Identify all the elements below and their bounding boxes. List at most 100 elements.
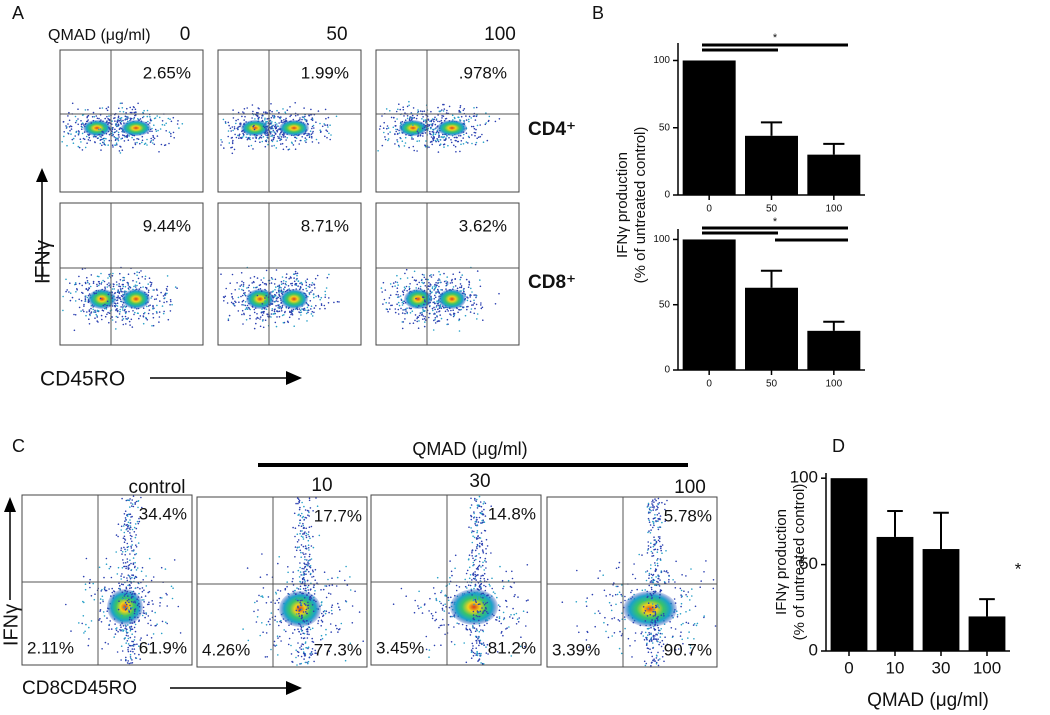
density-dot [264, 307, 266, 309]
density-dot [94, 135, 96, 138]
density-dot [111, 120, 113, 122]
density-dot [116, 310, 119, 313]
density-dot [119, 624, 122, 626]
density-dot [74, 135, 76, 137]
density-dot [96, 316, 99, 318]
density-dot [479, 285, 482, 288]
density-dot [256, 277, 259, 279]
density-dot [278, 111, 280, 114]
density-dot [387, 133, 390, 135]
arrow-head [36, 168, 48, 182]
density-dot [242, 111, 244, 113]
density-dot [244, 301, 247, 303]
density-dot [475, 519, 478, 521]
density-dot [249, 314, 251, 317]
density-dot [321, 601, 323, 603]
density-dot [301, 614, 303, 617]
density-dot [294, 527, 297, 529]
density-dot [239, 285, 241, 287]
density-dot [131, 593, 133, 596]
density-dot [144, 286, 147, 289]
density-dot [295, 649, 298, 651]
density-dot [101, 134, 104, 136]
density-dot [408, 287, 411, 290]
density-dot [299, 562, 301, 564]
density-dot [362, 640, 365, 642]
density-dot [423, 303, 425, 306]
density-dot [306, 594, 309, 596]
density-dot [103, 137, 106, 140]
density-dot [84, 109, 87, 111]
density-dot [428, 146, 430, 148]
density-dot [133, 577, 136, 580]
density-dot [121, 567, 124, 569]
density-dot [307, 589, 310, 591]
density-dot [276, 635, 279, 637]
y-tick-label: 50 [659, 299, 671, 310]
density-dot [160, 291, 162, 294]
density-dot [269, 623, 271, 626]
density-dot [251, 104, 254, 106]
density-dot [442, 110, 445, 112]
density-dot [227, 318, 230, 320]
density-dot [100, 136, 102, 138]
density-dot [624, 627, 626, 630]
density-dot [223, 147, 225, 149]
density-dot [451, 281, 454, 284]
density-dot [162, 295, 165, 297]
density-dot [152, 313, 154, 315]
density-dot [124, 627, 127, 629]
density-dot [124, 311, 127, 313]
density-dot [474, 575, 477, 578]
density-dot [274, 121, 277, 124]
density-dot [299, 566, 301, 569]
density-dot [237, 111, 240, 114]
density-dot [243, 293, 246, 296]
density-dot [481, 542, 484, 545]
density-dot [302, 524, 305, 527]
density-dot [472, 598, 475, 601]
density-dot [399, 137, 402, 139]
density-dot [483, 584, 485, 587]
density-dot [498, 620, 501, 622]
density-dot [127, 521, 130, 524]
density-dot [411, 310, 414, 313]
density-dot [134, 114, 136, 117]
density-dot [486, 618, 488, 621]
density-dot [158, 116, 161, 119]
density-dot [328, 650, 331, 652]
density-dot [446, 281, 449, 283]
density-dot [242, 135, 245, 137]
density-dot [111, 587, 113, 590]
density-dot [68, 291, 70, 293]
density-dot [351, 605, 354, 607]
density-dot [441, 109, 443, 111]
density-dot [311, 569, 314, 571]
density-dot [129, 506, 131, 508]
density-dot [90, 312, 92, 314]
density-dot [295, 549, 298, 552]
density-dot [75, 120, 78, 122]
density-dot [681, 638, 683, 641]
density-dot [389, 283, 392, 285]
density-dot [108, 628, 110, 630]
density-dot [308, 292, 311, 294]
density-dot [621, 612, 623, 614]
density-dot [487, 120, 490, 123]
density-dot [304, 119, 307, 121]
density-dot [476, 652, 479, 654]
density-dot [478, 652, 481, 655]
density-dot [298, 524, 300, 527]
density-dot [459, 286, 461, 289]
density-dot [458, 271, 461, 274]
density-dot [309, 565, 312, 567]
density-dot [71, 102, 74, 105]
density-dot [482, 611, 485, 613]
density-dot [112, 272, 114, 275]
density-dot [126, 640, 129, 642]
density-dot [480, 522, 482, 524]
density-dot [299, 515, 302, 517]
density-dot [397, 301, 400, 304]
density-dot [88, 287, 91, 290]
density-dot [482, 503, 485, 505]
